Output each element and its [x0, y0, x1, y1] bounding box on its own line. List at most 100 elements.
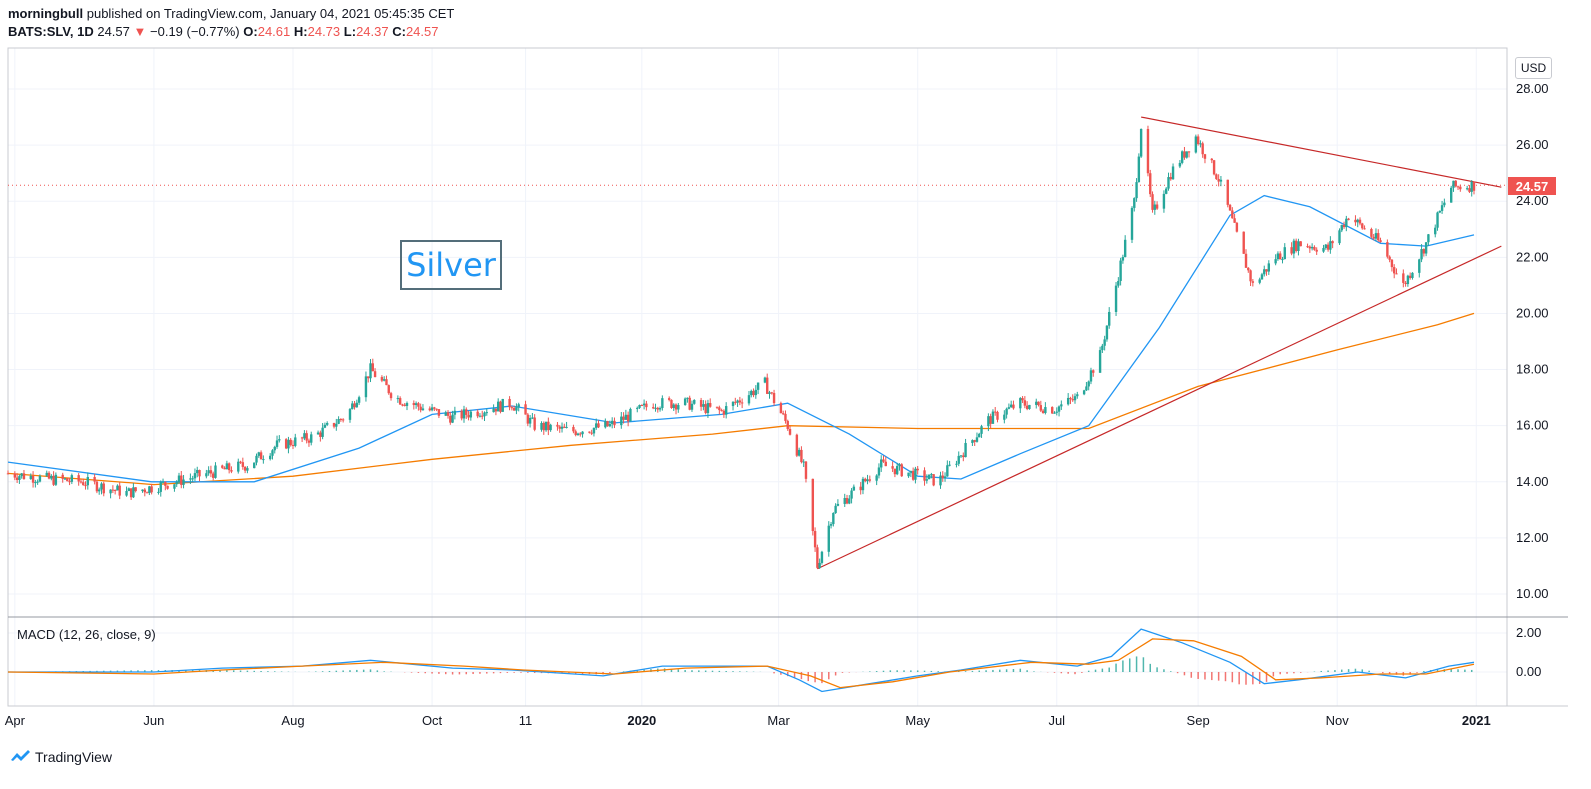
- candle-body: [405, 403, 409, 406]
- candle-body: [715, 406, 719, 408]
- candle-body: [241, 462, 245, 467]
- candle-body: [1149, 173, 1152, 195]
- candle-body: [325, 423, 329, 425]
- candle-body: [542, 422, 545, 431]
- candle-body: [257, 452, 260, 456]
- candle-body: [848, 498, 851, 504]
- candle-body: [1363, 228, 1366, 230]
- candle-body: [481, 415, 484, 417]
- candle-body: [300, 437, 304, 439]
- candle-body: [693, 400, 696, 404]
- author-name[interactable]: morningbull: [8, 6, 84, 21]
- candle-body: [795, 434, 799, 456]
- candle-body: [118, 485, 121, 496]
- candle-body: [526, 414, 530, 424]
- candle-body: [1267, 263, 1271, 272]
- candle-body: [579, 433, 582, 435]
- candle-body: [1251, 281, 1255, 283]
- candle-body: [77, 475, 80, 482]
- candle-body: [1101, 345, 1104, 351]
- candle-body: [720, 410, 723, 412]
- candle-body: [47, 472, 51, 479]
- candle-body: [549, 424, 552, 431]
- candle-body: [1233, 218, 1236, 223]
- candle-body: [572, 426, 575, 432]
- candle-body: [959, 455, 963, 457]
- open-value: 24.61: [257, 24, 291, 39]
- candle-body: [180, 475, 183, 485]
- candle-body: [788, 429, 792, 435]
- candle-body: [652, 407, 655, 409]
- candle-body: [444, 412, 447, 416]
- candle-body: [205, 473, 208, 477]
- candle-body: [1005, 408, 1008, 415]
- candle-body: [294, 437, 297, 446]
- candle-body: [150, 486, 153, 493]
- candle-body: [389, 393, 393, 399]
- symbol-label[interactable]: BATS:SLV, 1D: [8, 24, 94, 39]
- candle-body: [1452, 180, 1455, 188]
- candle-body: [1137, 156, 1141, 183]
- candle-body: [382, 379, 386, 381]
- candle-body: [991, 411, 995, 424]
- candle-body: [747, 395, 751, 404]
- candle-body: [239, 461, 242, 463]
- candle-body: [335, 423, 338, 427]
- candle-body: [656, 407, 659, 410]
- candle-body: [996, 411, 999, 420]
- candle-body: [877, 467, 881, 476]
- candle-body: [1035, 401, 1038, 405]
- candle-body: [95, 481, 99, 492]
- candle-body: [531, 417, 534, 419]
- candle-body: [1377, 233, 1380, 241]
- candle-body: [512, 408, 516, 411]
- candle-body: [319, 432, 322, 437]
- candle-body: [1306, 246, 1309, 248]
- candle-body: [230, 470, 233, 472]
- tradingview-wordmark: TradingView: [35, 748, 113, 765]
- candle-body: [1003, 414, 1006, 420]
- candle-body: [852, 486, 856, 491]
- candle-body: [1299, 241, 1302, 247]
- silver-annotation-box[interactable]: Silver: [400, 240, 502, 290]
- time-axis-tick: Jul: [1048, 713, 1065, 728]
- candle-body: [496, 401, 500, 412]
- candle-body: [1105, 325, 1109, 340]
- macd-axis-tick: 0.00: [1516, 664, 1541, 679]
- candle-body: [613, 420, 616, 426]
- candle-body: [1203, 154, 1207, 159]
- macd-legend[interactable]: MACD (12, 26, close, 9): [17, 627, 156, 642]
- candle-body: [1196, 136, 1200, 145]
- candle-body: [1226, 179, 1229, 205]
- candle-body: [704, 404, 707, 414]
- candle-body: [1073, 396, 1077, 401]
- candle-body: [868, 479, 872, 481]
- candle-body: [1037, 401, 1040, 406]
- candle-body: [718, 407, 721, 411]
- candle-body: [962, 455, 965, 458]
- candle-body: [111, 489, 115, 491]
- candle-body: [1408, 275, 1412, 278]
- candle-body: [348, 409, 352, 420]
- candle-body: [859, 486, 862, 491]
- candle-body: [1418, 259, 1421, 273]
- candle-body: [827, 525, 830, 552]
- candle-body: [1443, 202, 1446, 206]
- tradingview-logo[interactable]: TradingView: [9, 748, 112, 765]
- candle-body: [709, 403, 712, 407]
- candle-body: [948, 464, 951, 466]
- currency-button[interactable]: USD: [1515, 57, 1552, 79]
- candle-body: [97, 489, 101, 492]
- candle-body: [469, 411, 473, 418]
- candle-body: [116, 485, 119, 491]
- candle-body: [1169, 177, 1172, 180]
- candle-body: [421, 408, 425, 411]
- candle-body: [34, 482, 37, 484]
- candle-body: [622, 416, 625, 420]
- candle-body: [866, 479, 869, 482]
- candle-body: [1178, 162, 1182, 167]
- candle-body: [1055, 411, 1058, 413]
- candle-body: [1274, 259, 1277, 264]
- candle-body: [148, 486, 151, 493]
